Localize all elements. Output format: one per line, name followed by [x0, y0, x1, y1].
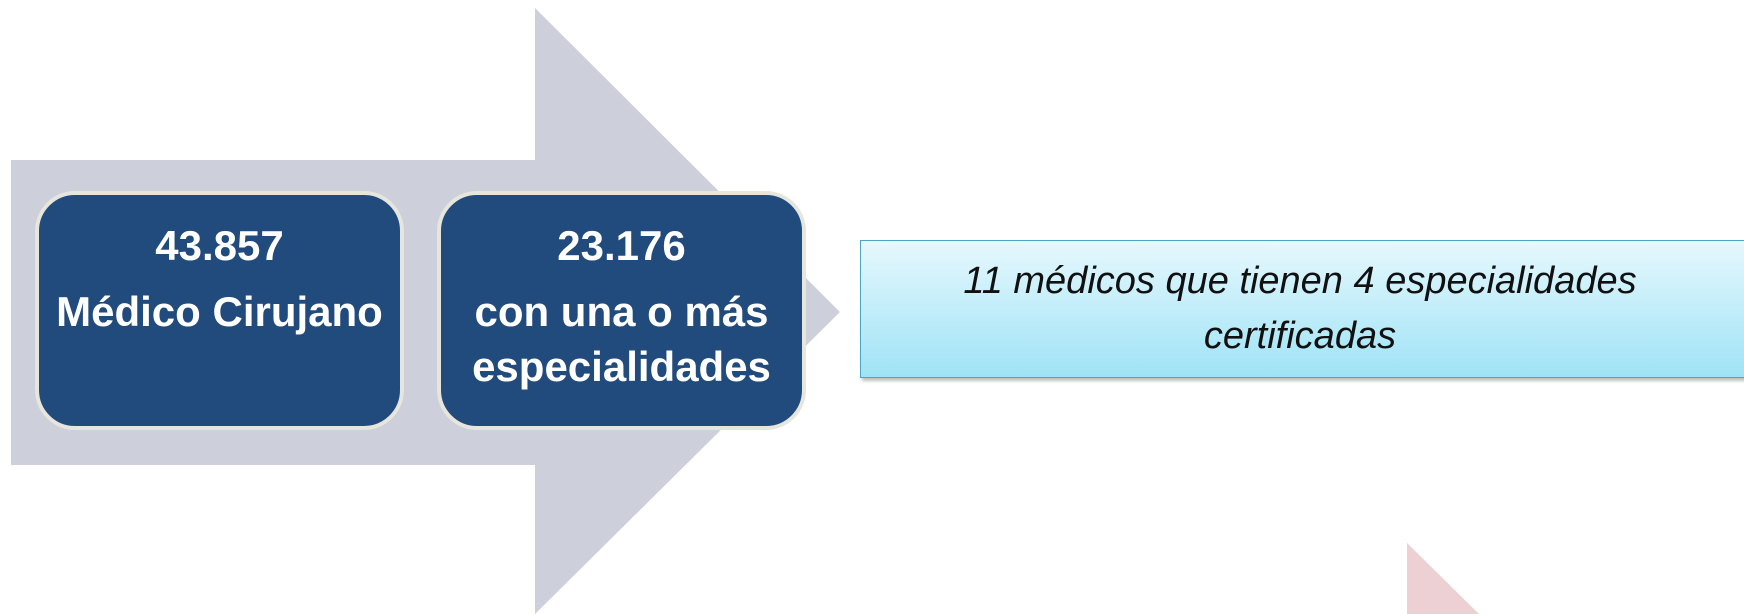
box-number: 23.176 — [557, 222, 686, 269]
note-box: 11 médicos que tienen 4 especialidades c… — [860, 240, 1744, 378]
note-text: 11 médicos que tienen 4 especialidades c… — [963, 259, 1637, 357]
box-label: Médico Cirujano — [56, 288, 383, 336]
pink-triangle — [1407, 543, 1479, 614]
gray-arrow — [11, 8, 840, 614]
box-label: con una o más especialidades — [472, 288, 771, 390]
box: 43.857 Médico Cirujano — [35, 191, 404, 430]
box-number: 43.857 — [155, 222, 284, 269]
box: 23.176 con una o más especialidades — [437, 191, 806, 430]
